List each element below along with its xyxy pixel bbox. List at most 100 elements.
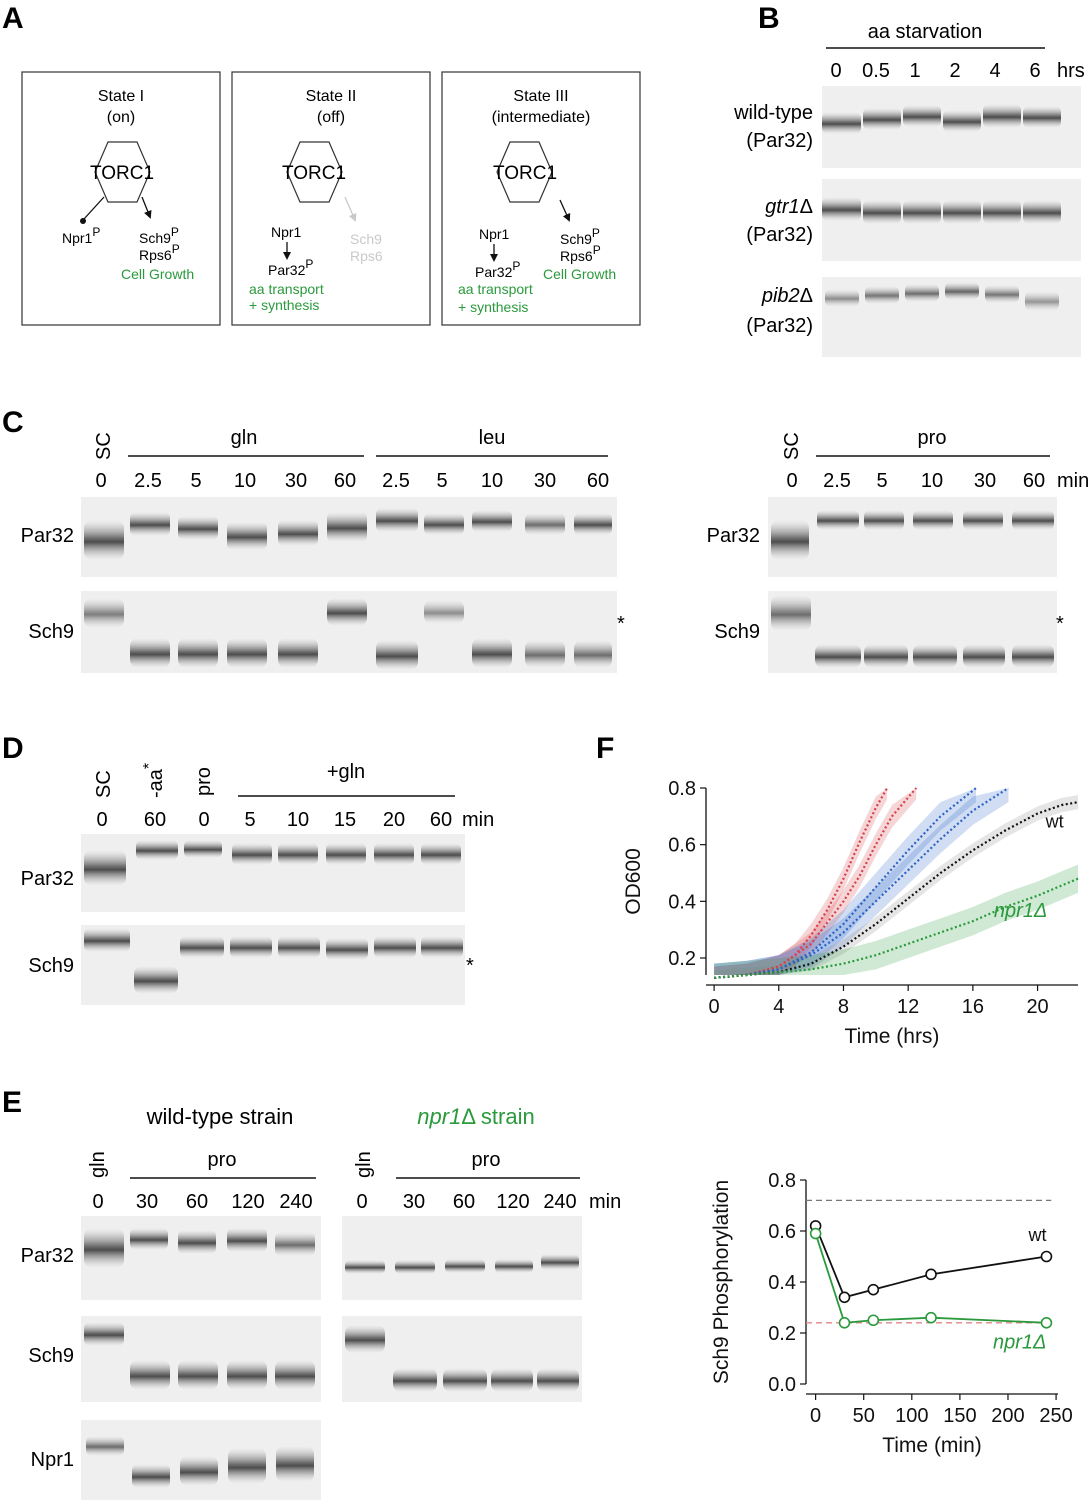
blot-d-par32 [81,834,465,912]
series-line [713,787,977,979]
svg-text:Npr1P: Npr1P [62,225,100,246]
series-line [713,787,889,979]
sch9-label: Sch9 [139,230,171,246]
sch9-row-label: Sch9 [714,621,760,643]
svg-text:Rps6P: Rps6P [560,243,601,264]
growth-curve-chart: 0 4 8 12 16 20 0.2 0.4 0.6 0.8 Time (hrs) OD600 wt np… [622,778,1079,1048]
panel-e-npr1-time-labels: 0 30 60 120 240 min [356,1191,621,1213]
inhibit-dot [80,218,86,224]
svg-text:min: min [1057,470,1089,492]
svg-text:5: 5 [876,470,887,492]
sch9-row-label: Sch9 [28,621,74,643]
npr1-label: Npr1 [62,230,93,246]
state-iii-subtitle: (intermediate) [492,109,591,126]
pro-group-label: pro [918,427,947,449]
blot-b-pib2 [822,277,1081,357]
svg-text:5: 5 [190,470,201,492]
par32-row-label: Par32 [21,868,74,890]
svg-text:120: 120 [496,1191,529,1213]
svg-text:Par32P: Par32P [475,259,520,280]
x-tick-label: 50 [853,1405,875,1427]
series-label-npr1: npr1Δ [993,1331,1046,1353]
plus-gln-group-label: +gln [327,761,365,783]
aa-starvation-header: aa starvation [868,21,983,43]
asterisk-label: * [466,955,474,977]
svg-text:10: 10 [921,470,943,492]
series-band [714,864,1078,975]
blot-e-wt-npr1 [81,1420,321,1500]
protein-label: (Par32) [746,130,813,152]
x-tick-label: 200 [991,1405,1024,1427]
panel-label-c: C [2,406,24,439]
data-point [1040,1250,1053,1263]
rps6-label: Rps6 [139,247,172,263]
torc1-label: TORC1 [493,163,557,184]
sch9-label: Sch9 [350,231,382,247]
svg-text:60: 60 [587,470,609,492]
npr1-label: Npr1 [479,226,510,242]
series-band [714,788,977,975]
y-tick-label: 0.4 [668,891,696,913]
series-band [714,795,1078,975]
pib2-label: pib2 [761,285,800,307]
x-tick-label: 0 [709,996,720,1018]
svg-text:0: 0 [92,1191,103,1213]
aa-transport-label: aa transport [249,281,324,297]
gln-lane-label: gln [87,1151,109,1178]
y-tick-label: 0.0 [768,1374,796,1396]
svg-text:30: 30 [285,470,307,492]
svg-text:Sch9P: Sch9P [139,225,179,246]
svg-text:60: 60 [1023,470,1045,492]
panel-label-f: F [596,732,614,765]
state-i-title: State I [98,88,144,105]
series-label-wt: wt [1027,1225,1046,1245]
x-tick-label: 8 [838,996,849,1018]
rps6-label: Rps6 [350,248,383,264]
y-tick-label: 0.2 [668,948,696,970]
svg-text:min: min [589,1191,621,1213]
svg-text:pib2Δ: pib2Δ [761,285,813,307]
sc-lane-label: SC [781,432,803,460]
activate-arrow [141,196,152,219]
torc1-hexagon [94,141,151,203]
cell-growth-label: Cell Growth [121,266,194,282]
series-line [713,877,1079,979]
data-point [838,1317,851,1329]
svg-text:60: 60 [453,1191,475,1213]
torc1-label: TORC1 [282,163,346,184]
panel-label-e: E [2,1086,22,1119]
x-tick-label: 250 [1039,1405,1072,1427]
y-tick-label: 0.6 [668,835,696,857]
gln-group-label: gln [231,427,258,449]
protein-label: (Par32) [746,224,813,246]
series-line [713,787,1010,979]
sch9-row-label: Sch9 [28,955,74,977]
par32-row-label: Par32 [21,525,74,547]
par32-row-label: Par32 [21,1245,74,1267]
svg-text:hrs: hrs [1057,60,1085,82]
blot-c-left-sch9 [81,591,617,673]
data-point [838,1291,851,1304]
protein-label: (Par32) [746,315,813,337]
svg-text:30: 30 [136,1191,158,1213]
blot-b-wildtype [822,86,1081,168]
sch9-phosphorylation-chart: 0 50 100 150 200 250 0.0 0.2 0.4 0.6 0.8 Time (min)… [710,1170,1073,1457]
data-point [925,1311,937,1324]
y-tick-label: 0.8 [668,778,696,800]
leu-group-label: leu [479,427,506,449]
svg-text:gtr1Δ: gtr1Δ [765,196,813,218]
svg-text:120: 120 [231,1191,264,1213]
rps6-label: Rps6 [560,248,593,264]
x-tick-label: 150 [943,1405,976,1427]
wild-type-strain-title: wild-type strain [146,1104,294,1129]
svg-text:240: 240 [279,1191,312,1213]
blot-c-right-sch9 [768,591,1057,673]
x-axis-title: Time (hrs) [845,1025,940,1048]
synthesis-label: + synthesis [458,299,528,315]
series-line [713,787,918,979]
svg-text:10: 10 [287,809,309,831]
svg-text:2: 2 [949,60,960,82]
svg-text:30: 30 [974,470,996,492]
data-point [867,1314,880,1327]
sc-lane-label: SC [93,770,115,798]
